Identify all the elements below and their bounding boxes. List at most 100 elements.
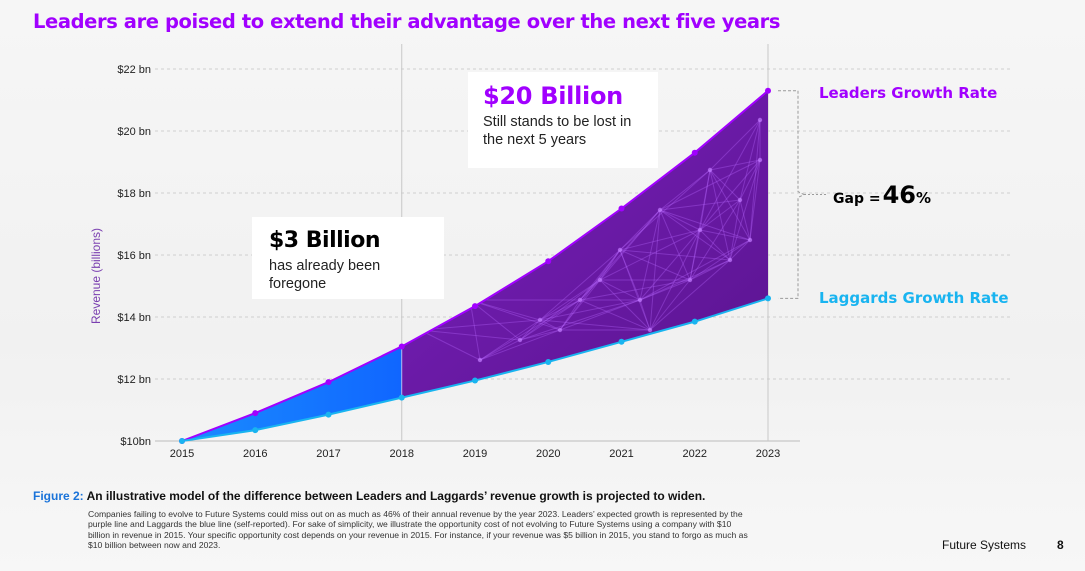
network-line	[709, 169, 731, 261]
network-line	[619, 249, 641, 301]
y-tick-label: $10bn	[120, 436, 151, 448]
network-node	[467, 297, 473, 303]
network-line	[659, 209, 701, 231]
network-node	[687, 277, 693, 283]
network-line	[479, 319, 541, 361]
network-line	[709, 169, 741, 201]
network-line	[579, 279, 601, 301]
network-line	[579, 299, 651, 331]
network-line	[709, 169, 751, 241]
network-line	[749, 159, 761, 241]
gap-annotation: Gap =46%	[833, 181, 931, 209]
network-line	[639, 279, 691, 301]
network-line	[689, 229, 701, 281]
network-line	[539, 299, 641, 321]
network-line	[469, 299, 521, 341]
y-tick-label: $16 bn	[117, 250, 151, 262]
network-line	[479, 329, 561, 361]
network-line	[659, 159, 761, 211]
x-tick-label: 2023	[756, 448, 780, 460]
network-line	[729, 159, 761, 261]
laggards-point	[472, 377, 478, 384]
network-line	[579, 279, 691, 301]
page-number: 8	[1057, 538, 1064, 552]
network-line	[539, 319, 651, 331]
network-line	[419, 329, 481, 361]
network-line	[689, 169, 711, 281]
network-line	[639, 259, 731, 301]
network-line	[699, 229, 731, 261]
page-title: Leaders are poised to extend their advan…	[33, 10, 781, 33]
network-line	[639, 209, 661, 301]
network-node	[617, 247, 623, 253]
network-line	[699, 169, 711, 231]
x-tick-label: 2021	[609, 448, 633, 460]
gap-bracket	[778, 90, 806, 299]
leaders-point	[252, 410, 259, 417]
x-tick-label: 2016	[243, 448, 267, 460]
network-node	[657, 207, 663, 213]
footer-brand: Future Systems	[942, 538, 1027, 552]
network-line	[639, 299, 651, 331]
network-line	[539, 279, 601, 321]
network-line	[689, 239, 751, 281]
x-tick-label: 2020	[536, 448, 560, 460]
gap-suffix: %	[915, 189, 932, 207]
network-line	[699, 229, 751, 241]
network-line	[519, 329, 561, 341]
network-line	[659, 169, 711, 211]
network-line	[599, 279, 641, 301]
figure-label: Figure 2:	[33, 489, 84, 503]
laggards-point	[252, 427, 259, 434]
network-line	[659, 209, 751, 241]
network-node	[707, 167, 713, 173]
foregone-amount: $3 Billion	[269, 228, 380, 253]
network-line	[619, 249, 651, 331]
laggards-point	[545, 358, 552, 365]
network-line	[649, 259, 731, 331]
network-line	[639, 229, 701, 301]
network-line	[659, 199, 741, 211]
foregone-description: has already been foregone	[269, 258, 381, 292]
network-line	[599, 229, 701, 281]
network-line	[729, 239, 751, 261]
network-line	[479, 299, 581, 361]
x-tick-label: 2017	[316, 448, 340, 460]
network-line	[579, 249, 621, 301]
network-line	[709, 119, 761, 171]
network-line	[539, 299, 581, 321]
network-line	[689, 259, 731, 281]
laggards-legend-label: Laggards Growth Rate	[819, 289, 1009, 307]
network-node	[697, 227, 703, 233]
network-line	[539, 249, 621, 321]
laggards-point	[325, 411, 332, 418]
network-line	[519, 319, 541, 341]
network-line	[639, 239, 751, 301]
network-line	[559, 299, 641, 331]
gap-prefix: Gap =	[833, 191, 881, 207]
y-axis-label: Revenue (billions)	[89, 227, 103, 325]
network-line	[739, 199, 751, 241]
foregone-box: $3 Billion has already been foregone	[252, 217, 444, 299]
network-node	[737, 197, 743, 203]
leaders-point	[691, 149, 698, 156]
leaders-legend-label: Leaders Growth Rate	[819, 84, 998, 102]
leaders-point	[618, 205, 625, 212]
network-line	[739, 119, 761, 201]
network-line	[579, 209, 661, 301]
network-node	[577, 297, 583, 303]
network-line	[559, 249, 621, 331]
network-line	[619, 249, 691, 281]
x-tick-label: 2018	[390, 448, 414, 460]
network-line	[699, 199, 741, 231]
y-tick-label: $12 bn	[117, 374, 151, 386]
figure-caption-body: Companies failing to evolve to Future Sy…	[88, 509, 748, 551]
network-node	[557, 327, 563, 333]
network-line	[709, 159, 761, 171]
network-line	[469, 299, 481, 361]
network-line	[699, 159, 761, 231]
network-node	[747, 237, 753, 243]
network-line	[519, 299, 641, 341]
network-node	[637, 297, 643, 303]
network-line	[419, 329, 521, 341]
